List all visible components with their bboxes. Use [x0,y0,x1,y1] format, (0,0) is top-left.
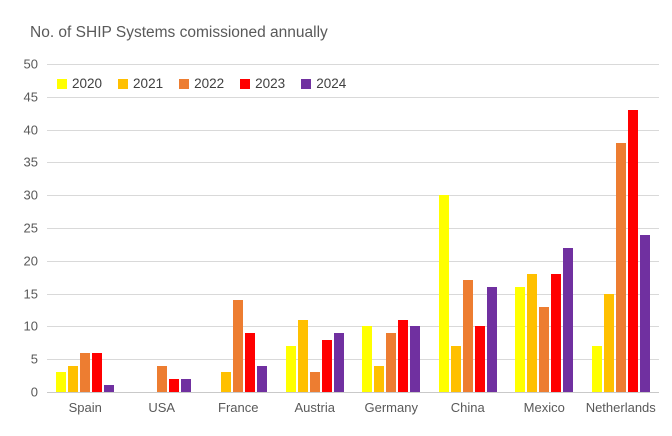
bar-germany-2023 [398,319,409,392]
bar-austria-2022 [309,372,320,392]
y-tick-label: 40 [23,122,38,138]
legend-label: 2021 [133,76,164,91]
bar-group-netherlands [583,64,660,392]
bar-group-usa [124,64,201,392]
bar-mexico-2024 [563,247,574,392]
legend-item-2024: 2024 [301,76,346,91]
bar-netherlands-2024 [639,234,650,392]
y-axis: 0 5 10 15 20 25 30 35 40 45 50 [0,57,40,400]
gridline-20 [47,260,659,262]
y-tick-label: 15 [23,286,38,302]
legend-item-2022: 2022 [179,76,224,91]
bar-mexico-2021 [527,273,538,392]
legend: 2020 2021 2022 2023 2024 [57,76,346,91]
y-tick-label: 0 [30,384,38,400]
bar-china-2024 [486,287,497,392]
plot-area [47,64,659,393]
gridline-10 [47,326,659,328]
x-tick-label-germany: Germany [364,400,418,415]
x-tick-label-netherlands: Netherlands [585,400,656,415]
bar-france-2021 [221,372,232,392]
bar-spain-2020 [56,372,67,392]
bar-group-germany [353,64,430,392]
bar-spain-2023 [92,352,103,392]
gridline-45 [47,96,659,98]
legend-swatch-icon [179,78,190,89]
bar-netherlands-2023 [627,109,638,392]
bar-china-2023 [474,326,485,392]
bar-spain-2022 [80,352,91,392]
bar-austria-2021 [297,319,308,392]
x-tick-label-france: France [218,400,259,415]
bar-france-2022 [233,300,244,392]
bar-germany-2021 [374,365,385,392]
y-tick-label: 45 [23,89,38,105]
bar-group-austria [277,64,354,392]
gridline-50 [47,64,659,65]
legend-label: 2024 [316,76,347,91]
legend-swatch-icon [118,78,129,89]
gridline-30 [47,195,659,197]
bar-germany-2020 [362,326,373,392]
y-tick-label: 35 [23,154,38,170]
bar-usa-2024 [180,378,191,392]
legend-item-2023: 2023 [240,76,285,91]
chart-title: No. of SHIP Systems comissioned annually [30,24,328,41]
gridline-40 [47,129,659,131]
x-tick-label-austria: Austria [294,400,335,415]
bar-china-2022 [462,280,473,392]
y-tick-label: 10 [23,318,38,334]
y-tick-label: 20 [23,253,38,269]
gridline-35 [47,162,659,164]
bar-spain-2024 [104,385,115,392]
legend-item-2021: 2021 [118,76,163,91]
y-tick-label: 50 [23,56,38,72]
x-tick-label-usa: USA [148,400,176,415]
legend-label: 2023 [255,76,286,91]
bar-netherlands-2021 [603,293,614,392]
bar-china-2021 [450,346,461,392]
bar-france-2023 [245,332,256,392]
legend-item-2020: 2020 [57,76,102,91]
bar-netherlands-2022 [615,142,626,392]
x-axis: Spain USA France Austria Germany China Mexico N… [47,400,659,415]
legend-swatch-icon [57,78,67,89]
bar-groups [47,64,659,392]
bar-mexico-2022 [539,306,550,392]
bar-group-spain [47,64,124,392]
bar-austria-2024 [333,332,344,392]
bar-mexico-2020 [515,287,526,392]
gridline-5 [47,359,659,361]
y-tick-label: 5 [30,351,38,367]
bar-usa-2023 [168,378,179,392]
bar-spain-2021 [68,365,79,392]
bar-austria-2020 [285,346,296,392]
y-tick-label: 25 [23,220,38,236]
bar-germany-2024 [410,326,421,392]
bar-germany-2022 [386,332,397,392]
bar-group-mexico [506,64,583,392]
legend-swatch-icon [240,78,251,89]
bar-netherlands-2020 [591,346,602,392]
x-tick-label-china: China [450,400,485,415]
x-tick-label-spain: Spain [68,400,102,415]
y-tick-label: 30 [23,187,38,203]
gridline-0 [47,392,659,393]
gridline-15 [47,293,659,295]
gridline-25 [47,228,659,229]
bar-usa-2022 [156,365,167,392]
bar-group-france [200,64,277,392]
bar-france-2024 [257,365,268,392]
legend-swatch-icon [301,78,312,89]
bar-china-2020 [438,195,449,392]
x-tick-label-mexico: Mexico [523,400,565,415]
bar-mexico-2023 [551,273,562,392]
legend-label: 2022 [194,76,225,91]
bar-group-china [430,64,507,392]
legend-label: 2020 [72,76,103,91]
bar-austria-2023 [321,339,332,392]
